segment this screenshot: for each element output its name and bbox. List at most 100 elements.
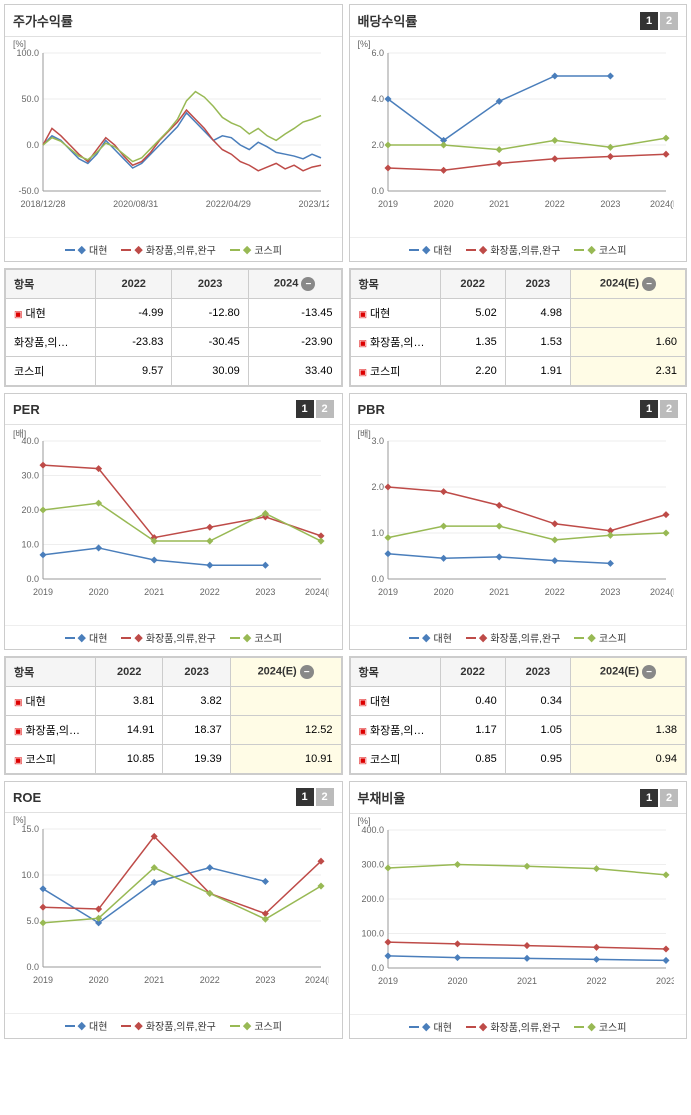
svg-text:5.0: 5.0 — [26, 916, 39, 926]
legend-item: ◆코스피 — [230, 242, 282, 257]
expand-icon[interactable]: ▣ — [14, 697, 23, 707]
svg-text:2019: 2019 — [377, 976, 397, 986]
toggle-2[interactable]: 2 — [316, 788, 334, 806]
expand-icon[interactable]: ▣ — [359, 309, 368, 319]
table-cell: 3.82 — [163, 687, 230, 716]
panel-title: 배당수익률 — [358, 11, 418, 30]
svg-text:2020: 2020 — [433, 199, 453, 209]
legend-item: ◆대현 — [65, 1018, 108, 1033]
table-cell: 0.40 — [440, 687, 505, 716]
svg-text:15.0: 15.0 — [21, 824, 39, 834]
table-cell: 18.37 — [163, 716, 230, 745]
y-unit-label: [%] — [358, 39, 371, 49]
panel-title: PER — [13, 402, 40, 417]
chart-area: [%] 0.05.010.015.02019202020212022202320… — [5, 813, 342, 1013]
toggle-1[interactable]: 1 — [640, 400, 658, 418]
collapse-icon[interactable]: − — [642, 665, 656, 679]
row-label: ▣대현 — [350, 299, 440, 328]
svg-text:2019: 2019 — [377, 587, 397, 597]
svg-text:2022: 2022 — [200, 587, 220, 597]
table-row: ▣대현-4.99-12.80-13.45 — [6, 299, 342, 328]
toggle-2[interactable]: 2 — [660, 12, 678, 30]
table-header: 2024− — [248, 270, 341, 299]
chart-panel-p1: 주가수익률 [%] -50.00.050.0100.02018/12/28202… — [4, 4, 343, 262]
panel-title: 주가수익률 — [13, 11, 73, 30]
svg-text:0.0: 0.0 — [26, 574, 39, 584]
expand-icon[interactable]: ▣ — [359, 697, 368, 707]
toggle-1[interactable]: 1 — [640, 789, 658, 807]
chart-panel-p4: PBR12 [배] 0.01.02.03.0201920202021202220… — [349, 393, 688, 650]
svg-text:2024(E): 2024(E) — [305, 975, 329, 985]
legend-item: ◆대현 — [65, 242, 108, 257]
svg-text:400.0: 400.0 — [361, 825, 384, 835]
collapse-icon[interactable]: − — [300, 665, 314, 679]
table-cell: 30.09 — [172, 357, 248, 386]
row-label: ▣코스피 — [6, 745, 96, 774]
chart-area: [배] 0.01.02.03.0201920202021202220232024… — [350, 425, 687, 625]
table-cell — [230, 687, 341, 716]
svg-text:2023/12/28: 2023/12/28 — [298, 199, 329, 209]
expand-icon[interactable]: ▣ — [359, 338, 368, 348]
view-toggle[interactable]: 12 — [296, 400, 334, 418]
svg-text:10.0: 10.0 — [21, 540, 39, 550]
svg-text:2021: 2021 — [489, 199, 509, 209]
expand-icon[interactable]: ▣ — [359, 726, 368, 736]
svg-text:2024(E): 2024(E) — [649, 587, 673, 597]
table-cell: 1.91 — [505, 357, 570, 386]
table-cell — [570, 299, 685, 328]
toggle-1[interactable]: 1 — [296, 400, 314, 418]
svg-text:2022: 2022 — [544, 587, 564, 597]
view-toggle[interactable]: 12 — [640, 400, 678, 418]
legend-item: ◆코스피 — [574, 242, 626, 257]
expand-icon[interactable]: ▣ — [359, 367, 368, 377]
view-toggle[interactable]: 12 — [640, 789, 678, 807]
svg-text:2020: 2020 — [447, 976, 467, 986]
svg-text:2024(E): 2024(E) — [649, 199, 673, 209]
data-table: 항목202220232024(E)−▣대현0.400.34▣화장품,의…1.17… — [350, 657, 687, 774]
svg-text:2020: 2020 — [433, 587, 453, 597]
row-label: ▣화장품,의… — [350, 716, 440, 745]
svg-text:100.0: 100.0 — [16, 48, 39, 58]
table-cell: 33.40 — [248, 357, 341, 386]
table-cell: 1.38 — [570, 716, 685, 745]
row-label: 코스피 — [6, 357, 96, 386]
toggle-1[interactable]: 1 — [640, 12, 658, 30]
collapse-icon[interactable]: − — [642, 277, 656, 291]
table-cell — [570, 687, 685, 716]
table-header: 2023 — [163, 658, 230, 687]
table-row: ▣코스피2.201.912.31 — [350, 357, 686, 386]
toggle-2[interactable]: 2 — [660, 400, 678, 418]
table-cell: 2.31 — [570, 357, 685, 386]
toggle-1[interactable]: 1 — [296, 788, 314, 806]
expand-icon[interactable]: ▣ — [14, 309, 23, 319]
table-header: 2023 — [172, 270, 248, 299]
expand-icon[interactable]: ▣ — [14, 726, 23, 736]
svg-text:2023: 2023 — [600, 587, 620, 597]
table-panel-t2: 항목202220232024(E)−▣대현5.024.98▣화장품,의…1.35… — [349, 268, 688, 387]
collapse-icon[interactable]: − — [301, 277, 315, 291]
table-cell: 9.57 — [96, 357, 172, 386]
expand-icon[interactable]: ▣ — [359, 755, 368, 765]
view-toggle[interactable]: 12 — [296, 788, 334, 806]
expand-icon[interactable]: ▣ — [14, 755, 23, 765]
svg-text:2019: 2019 — [33, 587, 53, 597]
table-cell: 10.85 — [96, 745, 163, 774]
svg-text:30.0: 30.0 — [21, 471, 39, 481]
chart-area: [배] 0.010.020.030.040.020192020202120222… — [5, 425, 342, 625]
legend-item: ◆코스피 — [230, 1018, 282, 1033]
panel-title: ROE — [13, 790, 41, 805]
svg-text:2021: 2021 — [489, 587, 509, 597]
toggle-2[interactable]: 2 — [660, 789, 678, 807]
view-toggle[interactable]: 12 — [640, 12, 678, 30]
legend-item: ◆코스피 — [574, 1019, 626, 1034]
row-label: ▣화장품,의… — [6, 716, 96, 745]
table-row: ▣대현5.024.98 — [350, 299, 686, 328]
toggle-2[interactable]: 2 — [316, 400, 334, 418]
svg-text:6.0: 6.0 — [371, 48, 384, 58]
svg-text:2020/08/31: 2020/08/31 — [113, 199, 158, 209]
chart-panel-p2: 배당수익률12 [%] 0.02.04.06.02019202020212022… — [349, 4, 688, 262]
chart-area: [%] 0.0100.0200.0300.0400.02019202020212… — [350, 814, 687, 1014]
svg-text:0.0: 0.0 — [371, 186, 384, 196]
legend-item: ◆대현 — [409, 242, 452, 257]
chart-area: [%] 0.02.04.06.0201920202021202220232024… — [350, 37, 687, 237]
